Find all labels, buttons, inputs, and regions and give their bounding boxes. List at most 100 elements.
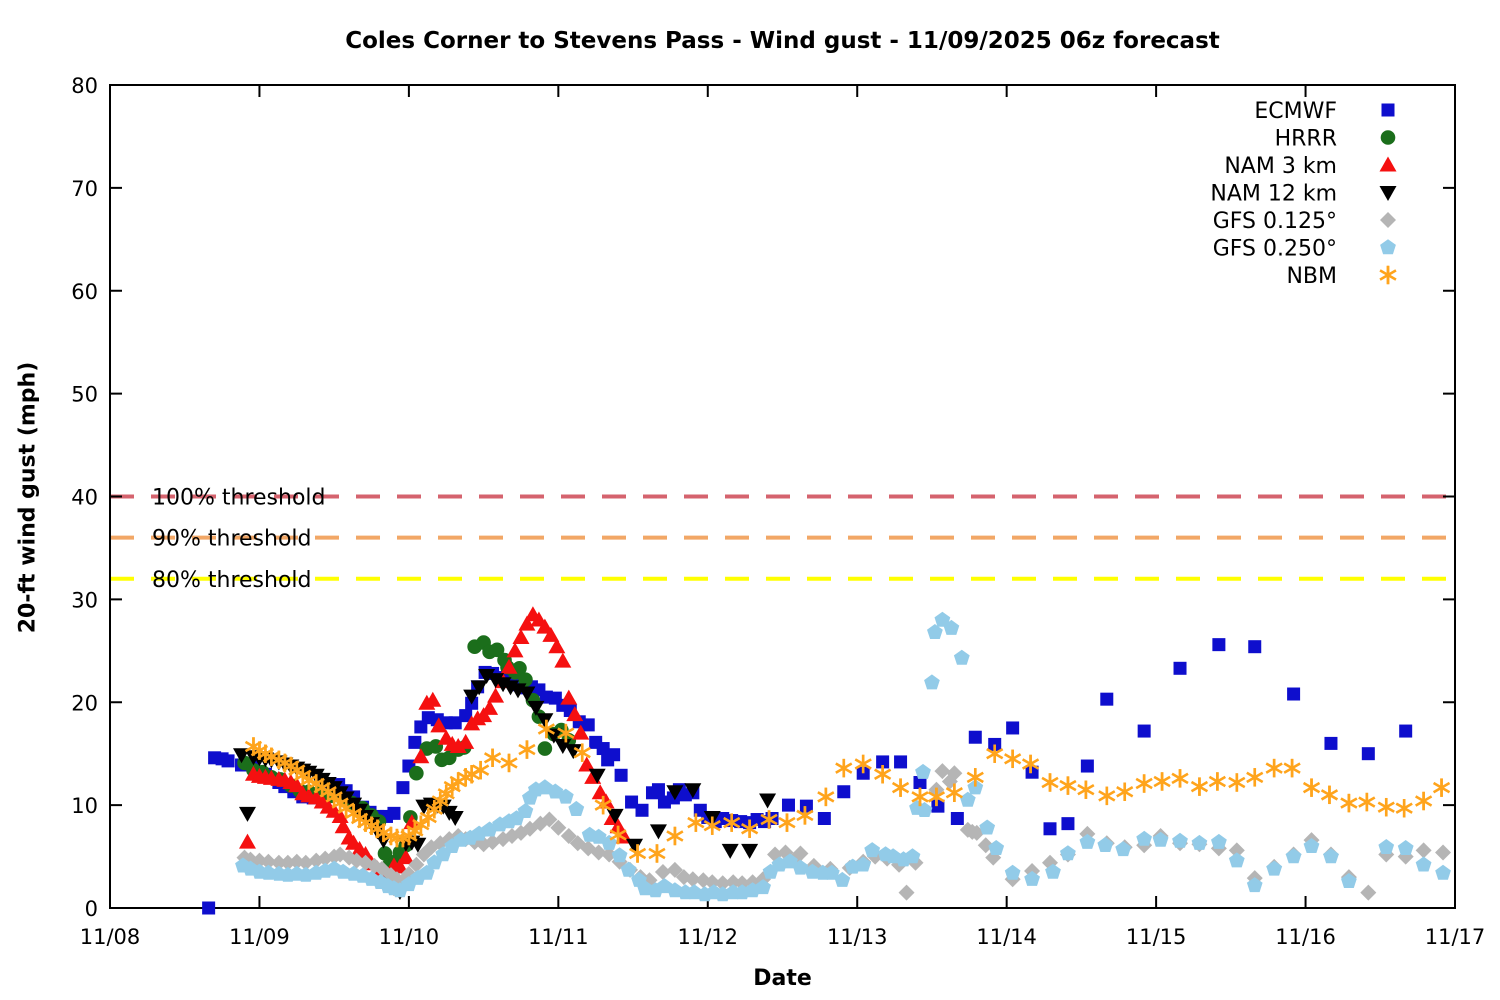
- legend-marker-triangle-up-icon: [1379, 156, 1397, 172]
- data-point: [391, 858, 409, 874]
- data-point: [959, 791, 976, 807]
- legend-marker-circle-icon: [1380, 130, 1396, 145]
- data-point: [864, 842, 881, 858]
- data-point: [1228, 842, 1245, 859]
- x-tick-label: 11/10: [379, 925, 440, 949]
- data-point: [927, 624, 943, 639]
- data-point: [1004, 749, 1022, 769]
- legend-marker-asterisk-icon: [1379, 265, 1397, 285]
- data-point: [518, 740, 536, 759]
- data-point: [1415, 856, 1432, 872]
- data-point: [945, 783, 963, 802]
- data-point: [609, 818, 627, 834]
- data-point: [446, 810, 464, 826]
- data-point: [470, 680, 488, 696]
- data-point: [541, 811, 558, 828]
- x-tick-label: 11/09: [229, 925, 290, 949]
- data-point: [288, 777, 306, 793]
- data-point: [611, 847, 628, 863]
- data-point: [572, 724, 590, 740]
- legend-marker-square-icon: [1381, 103, 1395, 117]
- data-point: [387, 806, 401, 820]
- data-point: [1303, 838, 1320, 853]
- data-point: [1341, 873, 1357, 888]
- data-point: [817, 787, 835, 807]
- y-tick-label: 20: [71, 691, 98, 715]
- data-point: [1152, 831, 1169, 847]
- x-tick-label: 11/13: [827, 925, 888, 949]
- legend-label-triangle-up: NAM 3 km: [1224, 154, 1337, 179]
- data-point: [550, 819, 567, 836]
- data-point: [635, 803, 649, 817]
- data-point: [459, 709, 473, 723]
- data-point: [478, 669, 496, 685]
- data-point: [614, 768, 628, 782]
- data-point: [874, 765, 892, 784]
- data-point: [1415, 842, 1432, 859]
- data-point: [606, 808, 624, 824]
- data-point: [463, 689, 481, 705]
- data-point: [721, 843, 739, 859]
- data-point: [588, 768, 606, 784]
- data-point: [823, 864, 840, 880]
- data-point: [934, 763, 951, 780]
- data-point: [876, 755, 890, 769]
- threshold-label-100: 100% threshold: [152, 486, 326, 511]
- data-point: [967, 779, 984, 795]
- data-point: [548, 638, 566, 654]
- data-point: [904, 848, 921, 864]
- data-point: [898, 884, 915, 901]
- legend-label-diamond: GFS 0.125°: [1213, 209, 1337, 234]
- data-point: [1098, 786, 1116, 806]
- series-nbm: [244, 719, 1451, 863]
- data-point: [1377, 797, 1395, 817]
- data-point: [986, 744, 1004, 763]
- data-point: [1432, 778, 1451, 797]
- data-point: [927, 787, 946, 807]
- data-point: [759, 793, 777, 809]
- data-point: [377, 846, 393, 861]
- data-point: [1414, 791, 1433, 811]
- data-point: [578, 756, 596, 772]
- data-point: [626, 838, 644, 854]
- data-point: [518, 672, 533, 687]
- data-point: [1191, 834, 1208, 850]
- data-point: [260, 864, 277, 880]
- legend-label-asterisk: NBM: [1286, 264, 1337, 289]
- data-point: [648, 844, 666, 863]
- data-point: [796, 806, 814, 825]
- data-point: [1135, 774, 1153, 793]
- x-tick-label: 11/17: [1425, 925, 1486, 949]
- data-point: [409, 765, 424, 781]
- data-point: [500, 658, 518, 674]
- data-point: [297, 854, 314, 871]
- data-point: [1153, 772, 1171, 791]
- data-point: [1323, 848, 1339, 864]
- legend-marker-triangle-down-icon: [1379, 186, 1397, 201]
- legend-marker-pentagon-icon: [1380, 239, 1396, 255]
- data-point: [397, 849, 415, 865]
- data-point: [1283, 758, 1301, 778]
- data-point: [260, 853, 277, 870]
- data-point: [221, 754, 235, 768]
- data-point: [1045, 863, 1061, 879]
- data-point: [409, 837, 427, 853]
- y-tick-label: 10: [71, 794, 98, 818]
- data-point: [1248, 640, 1262, 654]
- data-point: [950, 811, 964, 825]
- data-point: [911, 787, 929, 807]
- data-point: [557, 788, 574, 804]
- data-point: [408, 735, 422, 749]
- data-point: [741, 819, 759, 838]
- data-point: [357, 846, 375, 862]
- data-point: [649, 824, 667, 840]
- threshold-label-90: 90% threshold: [152, 527, 312, 552]
- data-point: [1246, 768, 1264, 787]
- data-point: [487, 687, 505, 703]
- data-point: [560, 689, 578, 705]
- data-point: [953, 649, 970, 665]
- data-point: [792, 845, 809, 862]
- data-point: [834, 871, 851, 887]
